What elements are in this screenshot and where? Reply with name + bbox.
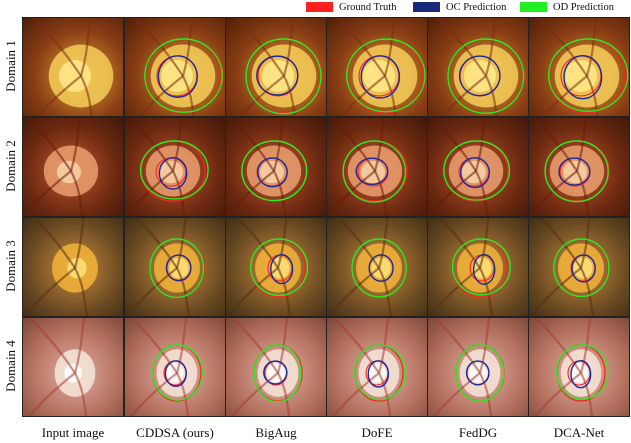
fundus-image [428,318,528,416]
fundus-image [529,218,629,316]
segmentation-result-image [528,317,630,417]
row-label-text: Domain 1 [3,40,19,92]
fundus-image [529,118,629,216]
segmentation-result-image [124,17,226,117]
row-label-domain-2: Domain 2 [2,117,20,215]
fundus-input-image [22,117,124,217]
segmentation-result-image [124,117,226,217]
fundus-input-image [22,317,124,417]
segmentation-result-image [326,317,428,417]
segmentation-result-image [225,17,327,117]
segmentation-result-image [528,117,630,217]
row-label-domain-3: Domain 3 [2,217,20,315]
legend-label: OC Prediction [446,1,507,13]
fundus-image [23,318,123,416]
fundus-image [226,218,326,316]
fundus-image [125,118,225,216]
column-label-cddsa: CDDSA (ours) [136,425,214,440]
fundus-image [327,118,427,216]
fundus-image [226,318,326,416]
row-label-domain-4: Domain 4 [2,317,20,415]
fundus-image [23,118,123,216]
column-label-feddg: FedDG [458,425,498,440]
column-label-dca-net: DCA-Net [553,425,605,440]
column-label-bigaug: BigAug [255,425,297,440]
fundus-image [125,318,225,416]
legend: Ground Truth OC Prediction OD Prediction [300,0,631,14]
segmentation-result-image [225,117,327,217]
fundus-image [226,118,326,216]
segmentation-result-image [427,317,529,417]
fundus-image [23,18,123,116]
column-label-dofe: DoFE [361,425,393,440]
legend-label: OD Prediction [553,1,614,13]
segmentation-result-image [225,217,327,317]
row-label-text: Domain 3 [3,240,19,292]
segmentation-result-image [528,17,630,117]
oc-prediction-swatch [413,2,440,12]
od-prediction-swatch [520,2,547,12]
fundus-image [529,318,629,416]
segmentation-result-image [528,217,630,317]
legend-item-ground-truth: Ground Truth [306,0,396,14]
segmentation-result-image [225,317,327,417]
fundus-image [23,218,123,316]
row-label-text: Domain 2 [3,140,19,192]
row-label-text: Domain 4 [3,340,19,392]
segmentation-result-image [124,217,226,317]
fundus-image [125,218,225,316]
fundus-input-image [22,17,124,117]
fundus-image [226,18,326,116]
fundus-input-image [22,217,124,317]
segmentation-result-image [427,17,529,117]
segmentation-result-image [326,117,428,217]
legend-item-oc-prediction: OC Prediction [413,0,506,14]
segmentation-result-image [124,317,226,417]
fundus-image [428,118,528,216]
fundus-image [529,18,629,116]
row-label-domain-1: Domain 1 [2,17,20,115]
segmentation-result-image [427,217,529,317]
column-label-input-image: Input image [41,425,105,440]
segmentation-result-image [326,217,428,317]
ground-truth-swatch [306,2,333,12]
segmentation-result-image [326,17,428,117]
fundus-image [428,18,528,116]
legend-item-od-prediction: OD Prediction [520,0,614,14]
fundus-image [327,18,427,116]
segmentation-result-image [427,117,529,217]
fundus-image [327,218,427,316]
fundus-image [428,218,528,316]
legend-label: Ground Truth [339,1,397,13]
fundus-image [125,18,225,116]
fundus-image [327,318,427,416]
